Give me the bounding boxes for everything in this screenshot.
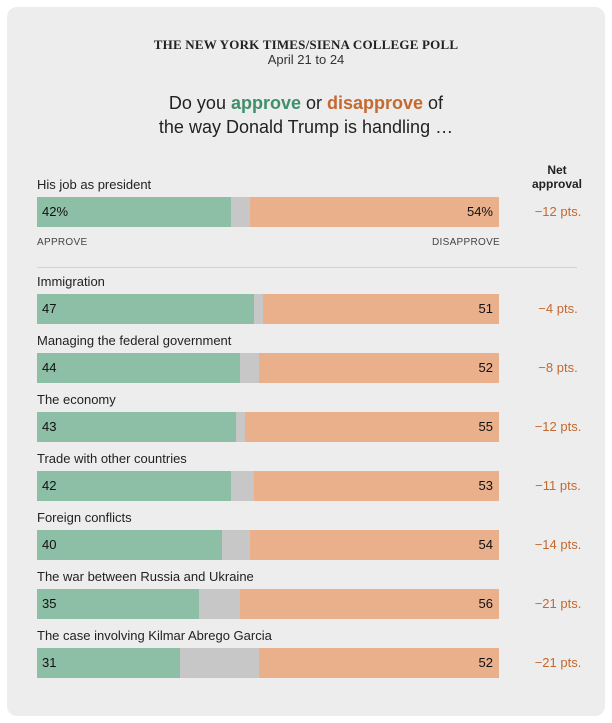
net-approval-value: −8 pts. <box>538 360 578 375</box>
approve-word: approve <box>230 93 301 113</box>
approve-value-label: 47 <box>42 301 57 316</box>
approve-segment <box>37 294 255 324</box>
category-label: Trade with other countries <box>37 451 187 466</box>
net-approval-value: −4 pts. <box>538 301 578 316</box>
net-approval-value: −21 pts. <box>534 596 582 611</box>
disapprove-segment <box>263 294 499 324</box>
disapprove-segment <box>240 589 499 619</box>
approve-segment <box>37 353 241 383</box>
poll-card: THE NEW YORK TIMES/SIENA COLLEGE POLL Ap… <box>7 7 605 716</box>
category-label: Foreign conflicts <box>37 510 132 525</box>
approve-value-label: 44 <box>42 360 57 375</box>
net-approval-header: Net approval <box>531 163 582 191</box>
bar-row: Managing the federal government 44 52 −8 pt… <box>37 333 604 393</box>
divider <box>37 267 577 268</box>
approve-segment <box>37 648 181 678</box>
disapprove-segment <box>249 197 499 227</box>
stacked-bar: 44 52 <box>37 353 499 383</box>
bar-row: The economy 43 55 −12 pts. <box>37 392 604 452</box>
approve-axis-label: APPROVE <box>37 237 88 248</box>
disapprove-segment <box>258 353 499 383</box>
approve-value-label: 40 <box>42 537 57 552</box>
disapprove-value-label: 56 <box>478 596 493 611</box>
approve-value-label: 35 <box>42 596 57 611</box>
approve-value-label: 42 <box>42 478 57 493</box>
stacked-bar: 43 55 <box>37 412 499 442</box>
bar-row: Trade with other countries 42 53 −11 pts. <box>37 451 604 511</box>
disapprove-value-label: 53 <box>478 478 493 493</box>
disapprove-value-label: 54 <box>478 537 493 552</box>
disapprove-segment <box>249 530 499 560</box>
net-approval-value: −12 pts. <box>534 204 582 219</box>
approve-segment <box>37 197 231 227</box>
approve-value-label: 31 <box>42 655 57 670</box>
bar-row: Foreign conflicts 40 54 −14 pts. <box>37 510 604 570</box>
disapprove-value-label: 52 <box>478 360 493 375</box>
poll-source: THE NEW YORK TIMES/SIENA COLLEGE POLL <box>153 37 459 52</box>
net-approval-value: −11 pts. <box>535 478 581 493</box>
approve-value-label: 43 <box>42 419 57 434</box>
stacked-bar: 47 51 <box>37 294 499 324</box>
disapprove-segment <box>244 412 499 442</box>
disapprove-segment <box>254 471 499 501</box>
disapprove-word: disapprove <box>327 93 424 113</box>
bar-row: The war between Russia and Ukraine 35 56 −2… <box>37 569 604 629</box>
bar-row: Immigration 47 51 −4 pts. <box>37 274 604 334</box>
net-approval-value: −21 pts. <box>534 655 582 670</box>
category-label: Immigration <box>37 274 105 289</box>
net-approval-value: −14 pts. <box>534 537 582 552</box>
approve-segment <box>37 530 222 560</box>
stacked-bar: 42 53 <box>37 471 499 501</box>
approve-segment <box>37 589 199 619</box>
bar-row: The case involving Kilmar Abrego Garcia 3… <box>37 628 604 688</box>
stacked-bar: 35 56 <box>37 589 499 619</box>
approve-segment <box>37 471 231 501</box>
question-line-1: Do you approve or disapprove of <box>168 93 444 113</box>
stacked-bar: 40 54 <box>37 530 499 560</box>
poll-date: April 21 to 24 <box>267 52 345 67</box>
question-line-2: the way Donald Trump is handling … <box>158 117 454 137</box>
net-approval-value: −12 pts. <box>534 419 582 434</box>
category-label: His job as president <box>37 177 152 192</box>
stacked-bar: 42% 54% <box>37 197 499 227</box>
disapprove-segment <box>258 648 499 678</box>
stacked-bar: 31 52 <box>37 648 499 678</box>
disapprove-value-label: 54% <box>466 204 493 219</box>
category-label: The war between Russia and Ukraine <box>37 569 254 584</box>
category-label: The case involving Kilmar Abrego Garcia <box>37 628 272 643</box>
disapprove-axis-label: DISAPPROVE <box>432 237 501 248</box>
disapprove-value-label: 51 <box>478 301 493 316</box>
category-label: Managing the federal government <box>37 333 232 348</box>
bar-row: His job as president 42% 54% −12 pts. <box>37 177 604 237</box>
disapprove-value-label: 55 <box>478 419 493 434</box>
category-label: The economy <box>37 392 116 407</box>
disapprove-value-label: 52 <box>478 655 493 670</box>
approve-value-label: 42% <box>42 204 69 219</box>
approve-segment <box>37 412 236 442</box>
